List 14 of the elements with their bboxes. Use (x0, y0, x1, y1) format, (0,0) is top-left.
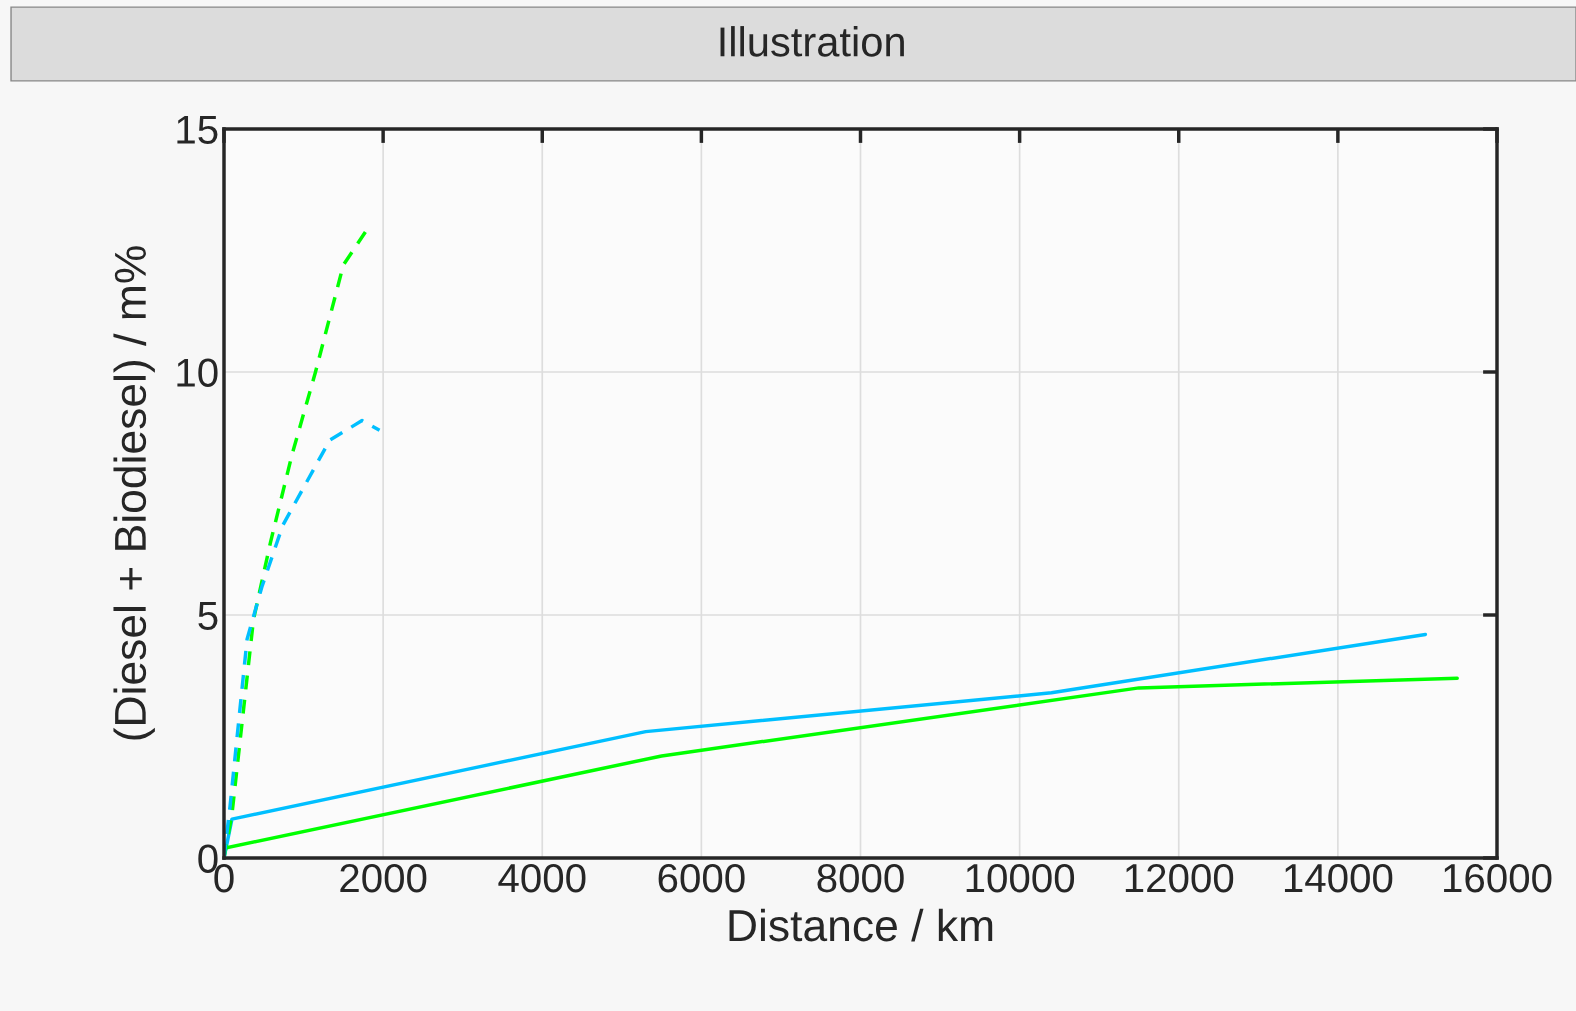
x-tick-label: 8000 (817, 863, 904, 893)
x-axis-title: Distance / km (729, 908, 993, 942)
x-tick-label: 4000 (498, 863, 586, 893)
y-axis-title: (Diesel + Biodiesel) / m% (113, 246, 155, 740)
y-tick-label: 15 (177, 115, 218, 144)
x-tick-label: 6000 (658, 863, 745, 893)
y-tick-label: 10 (177, 358, 218, 387)
y-tick-label: 5 (198, 601, 218, 630)
x-tick-label: 10000 (966, 863, 1075, 893)
x-tick-label: 14000 (1284, 863, 1393, 893)
x-tick-label: 12000 (1125, 863, 1234, 893)
x-tick-label: 16000 (1444, 863, 1552, 893)
x-tick-label: 2000 (340, 863, 427, 893)
chart-title: Illustration (720, 26, 904, 57)
